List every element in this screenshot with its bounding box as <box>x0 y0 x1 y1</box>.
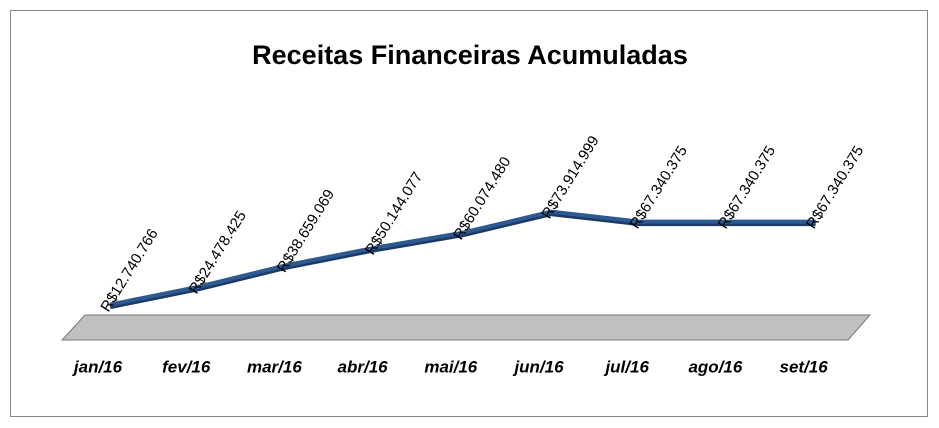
line <box>109 209 816 307</box>
chart-border <box>10 10 928 417</box>
x-tick-label: mar/16 <box>247 357 302 376</box>
x-tick-label: jan/16 <box>72 357 123 376</box>
x-tick-label: mai/16 <box>424 357 477 376</box>
x-tick-label: abr/16 <box>338 357 389 376</box>
x-tick-label: ago/16 <box>688 357 742 376</box>
floor <box>60 314 872 341</box>
x-tick-label: set/16 <box>779 357 828 376</box>
chart-title: Receitas Financeiras Acumuladas <box>252 40 688 70</box>
x-tick-label: fev/16 <box>162 357 211 376</box>
x-tick-label: jun/16 <box>512 357 564 376</box>
x-tick-label: jul/16 <box>603 357 649 376</box>
